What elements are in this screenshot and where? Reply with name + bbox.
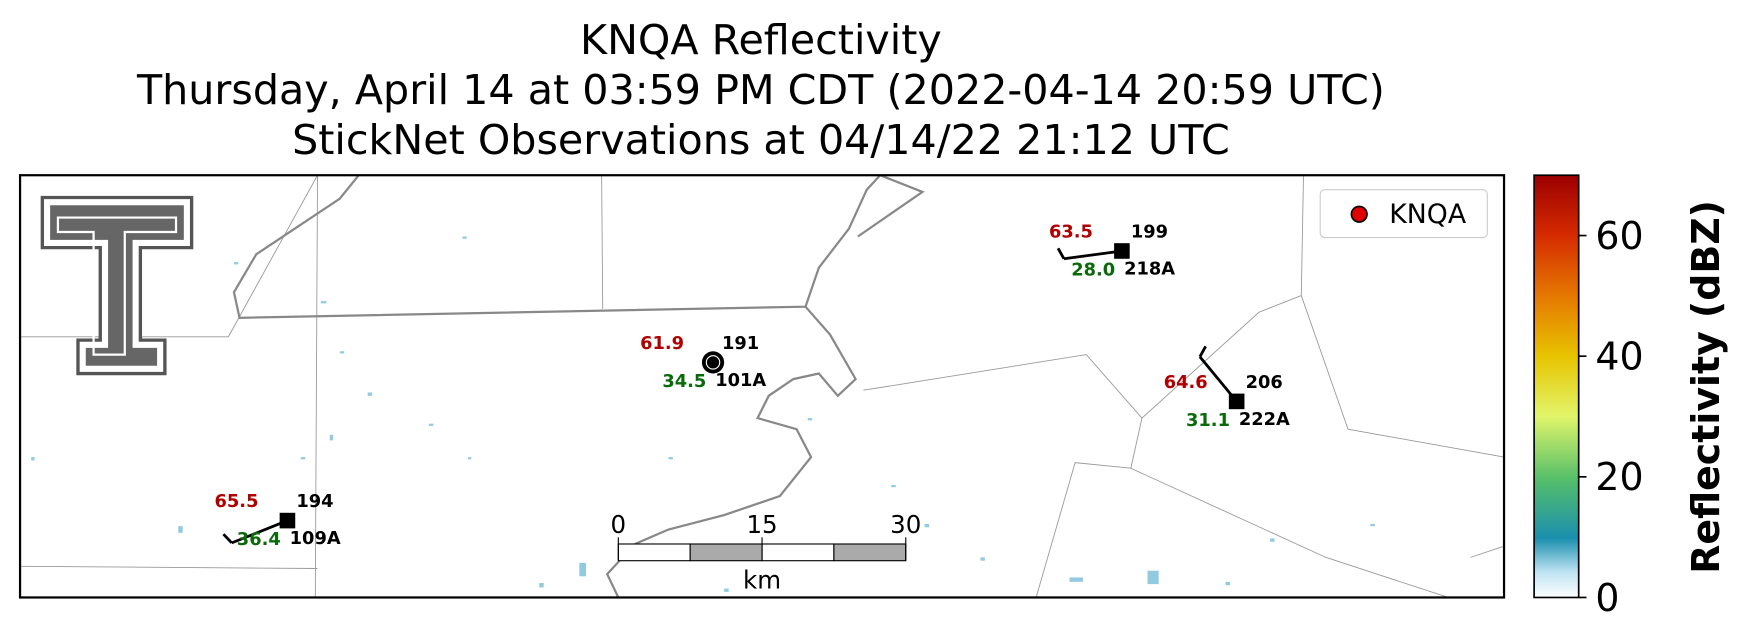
wind-barb-flag <box>1056 247 1066 260</box>
dewpoint: 34.5 <box>662 371 706 392</box>
title-line: StickNet Observations at 04/14/22 21:12 … <box>292 116 1230 164</box>
colorbar-tick-label: 40 <box>1595 335 1643 379</box>
dewpoint: 31.1 <box>1186 410 1230 431</box>
county-borders <box>20 175 1505 598</box>
stations: 63.5 199 28.0 218A 61.9 191 34.5 101A 64.6 206 31.… <box>215 222 1291 550</box>
station-marker <box>1228 393 1245 410</box>
colorbar-tick-label: 60 <box>1595 214 1643 258</box>
temperature: 61.9 <box>640 333 684 354</box>
scale-unit: km <box>743 566 781 595</box>
station-id: 222A <box>1239 409 1290 430</box>
scale-segment <box>689 543 763 562</box>
dewpoint: 36.4 <box>237 529 281 550</box>
wind-barb <box>1063 249 1123 261</box>
temperature: 64.6 <box>1164 372 1208 393</box>
station-id: 109A <box>290 528 341 549</box>
scale-bar: 0 15 30 km <box>611 510 922 595</box>
station-number: 191 <box>722 333 759 354</box>
station-number: 199 <box>1131 222 1168 243</box>
station-number: 194 <box>296 491 333 512</box>
scale-label: 30 <box>890 510 921 539</box>
scale-label: 15 <box>746 510 777 539</box>
temperature: 65.5 <box>215 491 259 512</box>
state-borders <box>232 175 925 598</box>
scale-segment <box>833 543 907 562</box>
station-marker <box>279 512 296 529</box>
colorbar-axis: 0 20 40 60 <box>1578 214 1644 620</box>
map-frame <box>18 174 1506 599</box>
legend-label: KNQA <box>1389 199 1467 230</box>
station-plot: 65.5 194 36.4 109A <box>215 491 341 550</box>
colorbar <box>1533 174 1580 599</box>
wind-barb <box>231 519 288 545</box>
station-marker <box>1114 243 1130 259</box>
reflectivity-speckles <box>31 236 1375 592</box>
wind-barb-flag <box>222 533 233 544</box>
temperature: 63.5 <box>1049 222 1093 243</box>
title-line: Thursday, April 14 at 03:59 PM CDT (2022… <box>136 66 1385 114</box>
legend-box <box>1319 189 1488 239</box>
legend-marker <box>1350 205 1368 223</box>
colorbar-tick-label: 0 <box>1595 576 1619 620</box>
logo <box>40 195 194 376</box>
station-id: 101A <box>715 370 766 391</box>
wind-barb-flag <box>1198 345 1207 358</box>
legend: KNQA <box>1319 189 1488 239</box>
station-plot: 64.6 206 31.1 222A <box>1164 345 1290 431</box>
scale-segment <box>617 543 691 562</box>
station-number: 206 <box>1246 372 1283 393</box>
station-marker <box>701 351 725 374</box>
colorbar-tick-label: 20 <box>1595 455 1643 499</box>
dewpoint: 28.0 <box>1071 259 1115 280</box>
station-marker <box>705 355 721 370</box>
title-line: KNQA Reflectivity <box>580 16 942 64</box>
station-plot: 63.5 199 28.0 218A <box>1049 222 1175 281</box>
scale-label: 0 <box>611 510 627 539</box>
station-id: 218A <box>1124 258 1175 279</box>
map-area: 63.5 199 28.0 218A 61.9 191 34.5 101A 64.6 206 31.… <box>20 175 1505 598</box>
scale-segment <box>761 543 835 562</box>
colorbar-label: Reflectivity (dBZ) <box>1684 200 1728 574</box>
station-plot: 61.9 191 34.5 101A <box>640 333 766 392</box>
